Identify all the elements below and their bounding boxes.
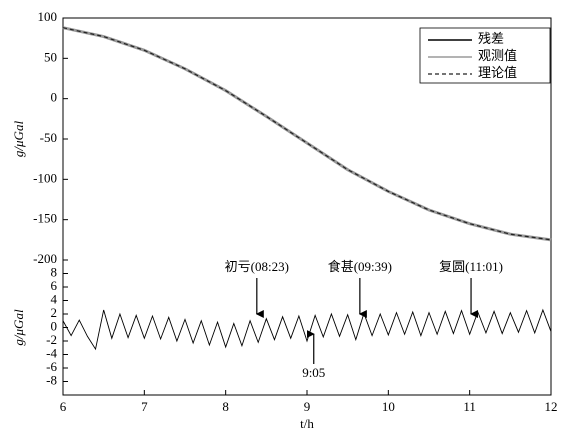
annotation: 复圆(11:01) xyxy=(439,259,503,274)
annotation: 9:05 xyxy=(302,365,325,380)
y-tick-label: -8 xyxy=(46,372,57,387)
series-line xyxy=(62,27,552,241)
y-tick-label: 8 xyxy=(51,264,58,279)
x-tick-label: 8 xyxy=(222,399,229,414)
legend-label: 残差 xyxy=(478,31,504,46)
legend-box xyxy=(419,27,551,84)
legend-label: 理论值 xyxy=(478,65,517,80)
y-tick-label: -2 xyxy=(46,332,57,347)
x-axis-label: t/h xyxy=(300,416,314,431)
y-axis-label: g/μGal xyxy=(11,121,26,158)
y-tick-label: -50 xyxy=(40,130,57,145)
y-tick-label: 0 xyxy=(51,90,58,105)
x-tick-label: 11 xyxy=(463,399,476,414)
legend-label: 观测值 xyxy=(478,48,517,63)
annotation: 初亏(08:23) xyxy=(225,259,289,274)
x-tick-label: 6 xyxy=(60,399,67,414)
x-tick-label: 10 xyxy=(382,399,395,414)
y-tick-label: 100 xyxy=(38,9,58,24)
y-tick-label: 4 xyxy=(51,291,58,306)
y-tick-label: -6 xyxy=(46,359,57,374)
y-tick-label: -4 xyxy=(46,345,57,360)
x-tick-label: 12 xyxy=(545,399,558,414)
annotation: 食甚(09:39) xyxy=(328,259,392,274)
y-axis-label: g/μGal xyxy=(11,309,26,346)
x-tick-label: 9 xyxy=(304,399,311,414)
x-tick-label: 7 xyxy=(141,399,148,414)
y-tick-label: -150 xyxy=(33,211,57,226)
y-tick-label: 2 xyxy=(51,305,58,320)
y-tick-label: 50 xyxy=(44,49,57,64)
y-tick-label: -100 xyxy=(33,170,57,185)
y-tick-label: 0 xyxy=(51,318,58,333)
y-tick-label: -200 xyxy=(33,251,57,266)
y-tick-label: 6 xyxy=(51,278,58,293)
series-line xyxy=(62,308,552,351)
